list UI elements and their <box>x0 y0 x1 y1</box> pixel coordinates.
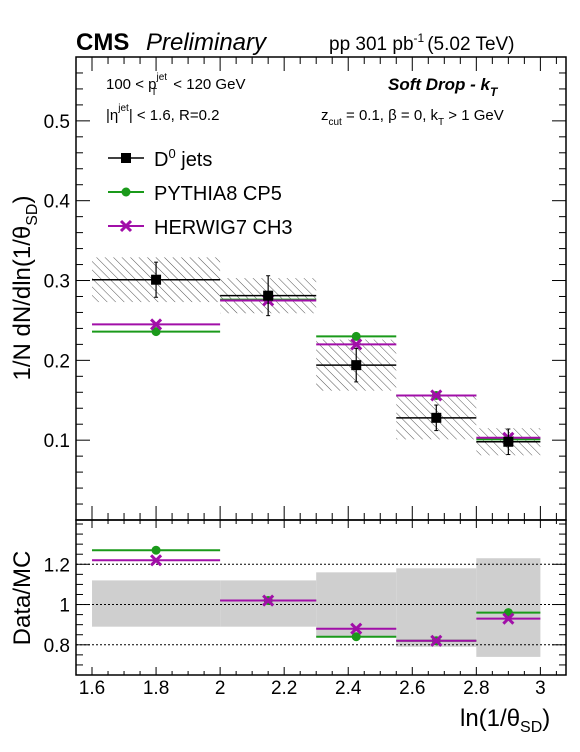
pythia-top-point-2 <box>351 331 361 341</box>
ratio-reference-lines <box>76 563 566 646</box>
legend-entry-herwig: HERWIG7 CH3 <box>108 217 293 239</box>
data-point-1 <box>263 290 274 301</box>
x-tick-label: 2.4 <box>335 678 362 699</box>
axis-tick-labels: 1.6 1.8 2 2.2 2.4 2.6 2.8 3 0.1 0.2 0.3 0.4 0.5 0.8 1 1… <box>44 112 546 699</box>
ratio-y-tick-label: 0.8 <box>44 636 70 657</box>
data-point-2 <box>351 360 362 371</box>
ratio-syst-band <box>92 558 541 657</box>
svg-text:D0 jets: D0 jets <box>154 146 212 171</box>
herwig-ratio-point-3 <box>430 634 443 647</box>
legend-entry-data: D0 jets <box>108 146 212 171</box>
grooming-params: zcut = 0.1, β = 0, kT > 1 GeV <box>321 107 504 128</box>
herwig-top-point-3 <box>430 389 443 402</box>
x-tick-label: 1.6 <box>79 678 105 699</box>
selection-pt: 100 < pjet T < 120 GeV <box>106 72 245 98</box>
herwig-ratio-point-0 <box>150 554 163 567</box>
legend: D0 jets PYTHIA8 CP5 HERWIG7 CH3 <box>108 146 293 239</box>
ratio-band-bin-0 <box>92 580 221 627</box>
lumi-label: pp 301 pb-1 (5.02 TeV) <box>329 31 515 55</box>
x-axis-title: ln(1/θSD) <box>460 705 550 736</box>
svg-text:PYTHIA8 CP5: PYTHIA8 CP5 <box>154 183 282 205</box>
ratio-y-tick-label: 1.2 <box>44 555 70 576</box>
data-point-0 <box>151 274 162 285</box>
top-y-tick-label: 0.2 <box>44 351 70 372</box>
experiment-label: CMS <box>76 29 129 56</box>
herwig-ratio-point-1 <box>262 594 275 607</box>
grooming-title: Soft Drop - kT <box>388 75 499 99</box>
ratio-panel-frame <box>75 519 567 676</box>
data-syst-hatch <box>92 257 541 456</box>
herwig-ratio-point-4 <box>502 612 515 625</box>
ratio-band-bin-4 <box>476 558 541 657</box>
top-y-axis-title: 1/N dN/dln(1/θSD) <box>9 196 41 381</box>
herwig-top-point-0 <box>150 318 163 331</box>
x-tick-label: 2 <box>215 678 226 699</box>
ratio-band-bin-3 <box>396 568 477 647</box>
status-label: Preliminary <box>146 29 268 56</box>
top-y-tick-label: 0.4 <box>44 192 71 213</box>
x-tick-label: 2.8 <box>463 678 489 699</box>
pythia-ratio-point-2 <box>351 632 361 642</box>
pythia-ratio-point-0 <box>151 545 161 555</box>
ratio-y-tick-label: 1 <box>59 596 70 617</box>
x-tick-label: 1.8 <box>143 678 169 699</box>
top-y-tick-label: 0.3 <box>44 272 70 293</box>
x-tick-label: 2.2 <box>271 678 297 699</box>
axis-ticks <box>75 56 566 675</box>
data-point-4 <box>503 436 514 447</box>
legend-cross-marker <box>119 219 133 233</box>
svg-text:HERWIG7 CH3: HERWIG7 CH3 <box>154 217 293 239</box>
legend-circle-marker <box>121 187 131 197</box>
selection-eta: |ηjet| < 1.6, R=0.2 <box>106 103 219 124</box>
pythia-top-point-0 <box>151 327 161 337</box>
herwig-top-point-2 <box>350 338 363 351</box>
top-y-tick-label: 0.5 <box>44 112 70 133</box>
top-y-tick-label: 0.1 <box>44 431 70 452</box>
series-layer <box>92 261 541 647</box>
ratio-y-axis-title: Data/MC <box>9 551 36 646</box>
herwig-ratio-point-2 <box>350 622 363 635</box>
data-point-3 <box>431 412 442 423</box>
legend-entry-pythia: PYTHIA8 CP5 <box>108 183 282 205</box>
x-tick-label: 2.6 <box>399 678 425 699</box>
legend-square-marker <box>121 153 131 163</box>
x-tick-label: 3 <box>535 678 546 699</box>
